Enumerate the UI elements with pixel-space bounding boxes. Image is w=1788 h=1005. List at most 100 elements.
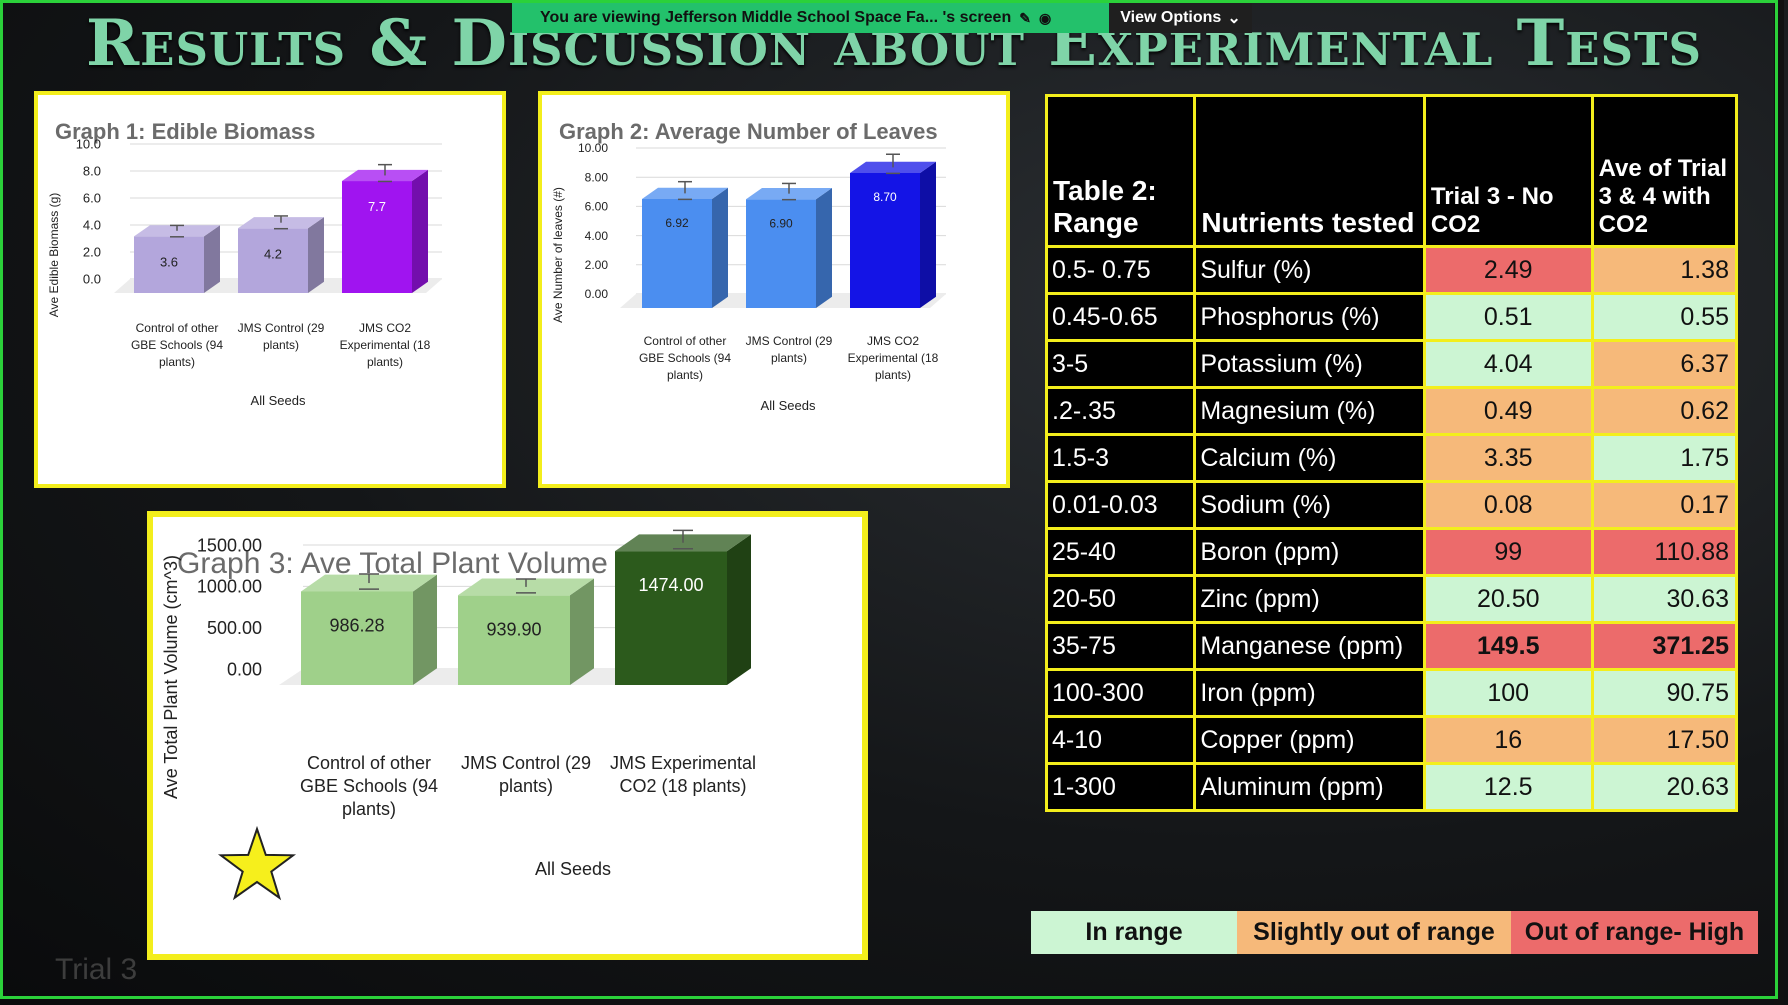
right-edge: [1774, 0, 1784, 1005]
graph3-panel: Graph 3: Ave Total Plant Volume (cm^3) 1…: [147, 511, 868, 960]
bar-top: [850, 161, 936, 173]
table-row: 0.5- 0.75 Sulfur (%) 2.49 1.38: [1044, 245, 1739, 295]
row-trial3-value: 0.08: [1422, 480, 1594, 530]
view-options-label: View Options: [1120, 9, 1222, 26]
y-axis-label: Ave Number of leaves (#): [551, 187, 565, 323]
bar-side: [570, 578, 594, 685]
x-category-label: plants): [263, 338, 299, 352]
row-trial3-value: 149.5: [1422, 621, 1594, 671]
row-trial3-value: 4.04: [1422, 339, 1594, 389]
data-label: 6.92: [665, 216, 689, 230]
row-trial3-value: 99: [1422, 527, 1594, 577]
data-label: 1474.00: [638, 575, 703, 595]
table-row: 1.5-3 Calcium (%) 3.35 1.75: [1044, 433, 1739, 483]
row-nutrient: Calcium (%): [1193, 433, 1426, 483]
row-nutrient: Sulfur (%): [1193, 245, 1426, 295]
row-ave-value: 0.17: [1590, 480, 1739, 530]
bar-side: [204, 225, 220, 293]
x-category-label: plants): [875, 368, 911, 382]
bar-side: [412, 169, 428, 293]
row-range: 0.5- 0.75: [1044, 245, 1197, 295]
graph3-chart: 1500.00 1000.00 500.00 0.00 Ave Total Plant …: [161, 529, 756, 901]
bar-front: [850, 172, 920, 308]
x-category-label: JMS Control (29: [461, 753, 591, 773]
bar-front: [642, 198, 712, 308]
annotate-icon[interactable]: ✎: [1019, 9, 1031, 26]
faint-background-text: Trial 3: [55, 953, 138, 986]
x-axis-label: All Seeds: [251, 393, 306, 408]
bar: [746, 188, 832, 308]
table-row: 20-50 Zinc (ppm) 20.50 30.63: [1044, 574, 1739, 624]
legend-out-high: Out of range- High: [1511, 911, 1758, 954]
x-category-label: plants): [367, 355, 403, 369]
x-axis-label: All Seeds: [535, 859, 611, 879]
data-label: 3.6: [160, 254, 178, 269]
bar: [134, 225, 220, 293]
table-row: 100-300 Iron (ppm) 100 90.75: [1044, 668, 1739, 718]
table-row: 35-75 Manganese (ppm) 149.5 371.25: [1044, 621, 1739, 671]
bar-top: [642, 187, 728, 199]
row-nutrient: Iron (ppm): [1193, 668, 1426, 718]
x-category-label: JMS CO2: [359, 321, 411, 335]
row-ave-value: 20.63: [1590, 762, 1739, 812]
y-tick-label: 4.0: [83, 218, 101, 233]
bar-top: [342, 169, 428, 182]
row-nutrient: Aluminum (ppm): [1193, 762, 1426, 812]
bar-side: [308, 217, 324, 293]
x-category-label: GBE Schools (94: [131, 338, 223, 352]
row-range: 25-40: [1044, 527, 1197, 577]
row-ave-value: 0.55: [1590, 292, 1739, 342]
bar-front: [615, 551, 727, 685]
x-axis-label: All Seeds: [761, 398, 816, 413]
table-header-row: Table 2: Range Nutrients tested Trial 3 …: [1044, 94, 1739, 248]
bar: [615, 534, 751, 685]
data-label: 986.28: [329, 615, 384, 635]
data-label: 4.2: [264, 246, 282, 261]
row-nutrient: Sodium (%): [1193, 480, 1426, 530]
y-tick-label: 0.00: [227, 659, 262, 679]
y-tick-label: 4.00: [585, 229, 609, 243]
x-category-label: GBE Schools (94: [639, 351, 731, 365]
row-trial3-value: 20.50: [1422, 574, 1594, 624]
bar-side: [712, 187, 728, 308]
bar-front: [458, 595, 570, 685]
data-label: 8.70: [873, 190, 897, 204]
row-ave-value: 90.75: [1590, 668, 1739, 718]
row-range: 0.01-0.03: [1044, 480, 1197, 530]
legend-in-range: In range: [1031, 911, 1237, 954]
bar: [458, 578, 594, 685]
row-nutrient: Copper (ppm): [1193, 715, 1426, 765]
nutrients-table: Table 2: Range Nutrients tested Trial 3 …: [1044, 94, 1739, 812]
bar-front: [746, 199, 816, 308]
y-tick-label: 2.00: [585, 258, 609, 272]
graph2-title: Graph 2: Average Number of Leaves: [559, 119, 938, 144]
graph2-chart: 10.00 8.00 6.00 4.00 2.00 0.00 Ave Number of l…: [551, 141, 946, 413]
star-icon: [217, 825, 297, 901]
y-tick-label: 2.0: [83, 245, 101, 260]
row-range: 4-10: [1044, 715, 1197, 765]
row-ave-value: 17.50: [1590, 715, 1739, 765]
y-tick-label: 1500.00: [197, 535, 262, 555]
row-range: 20-50: [1044, 574, 1197, 624]
bar: [342, 169, 428, 293]
row-ave-value: 1.38: [1590, 245, 1739, 295]
y-tick-label: 6.0: [83, 191, 101, 206]
view-options-button[interactable]: View Options ⌄: [1109, 3, 1252, 33]
table-legend: In range Slightly out of range Out of ra…: [1031, 911, 1758, 954]
header-range: Table 2: Range: [1044, 94, 1197, 248]
bar-front: [134, 236, 204, 293]
x-category-label: JMS Control (29: [238, 321, 325, 335]
x-category-label: plants): [667, 368, 703, 382]
y-tick-label: 500.00: [207, 618, 262, 638]
y-tick-label: 8.0: [83, 164, 101, 179]
table-row: 0.01-0.03 Sodium (%) 0.08 0.17: [1044, 480, 1739, 530]
record-icon[interactable]: ◉: [1038, 9, 1052, 26]
chevron-down-icon: ⌄: [1227, 10, 1241, 27]
graph1-chart: 10.0 8.0 6.0 4.0 2.0 0.0 Ave Edible Biomass (g…: [47, 137, 442, 408]
x-category-label: GBE Schools (94: [300, 776, 438, 796]
graph1-panel: Graph 1: Edible Biomass 10.0 8.0 6.0 4.0 2.0…: [34, 91, 506, 488]
row-trial3-value: 100: [1422, 668, 1594, 718]
screen-share-banner: You are viewing Jefferson Middle School …: [512, 3, 1109, 33]
bar-front: [301, 591, 413, 685]
bar-top: [301, 574, 437, 592]
